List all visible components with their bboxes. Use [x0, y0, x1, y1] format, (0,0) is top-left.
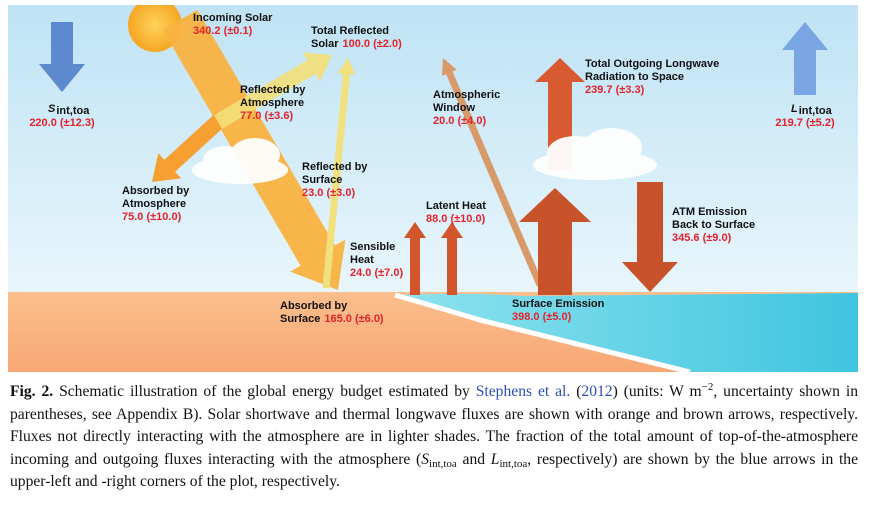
- cloud: [192, 128, 657, 184]
- caption-text: and: [456, 450, 491, 468]
- flux-value: 23.0 (±3.0): [302, 187, 355, 199]
- caption-text: , respectively) are shown by the blue ar…: [10, 450, 859, 491]
- superscript: −2: [701, 380, 714, 393]
- flux-label: Sensible: [350, 241, 395, 253]
- flux-arrow: [622, 182, 678, 292]
- caption-label: Fig. 2.: [10, 383, 54, 400]
- flux-label: Reflected by: [302, 161, 368, 173]
- flux-arrow: [404, 222, 426, 295]
- citation-link[interactable]: Stephens et al.: [475, 383, 571, 400]
- symbol: L: [490, 450, 500, 468]
- flux-label: Window: [433, 102, 475, 114]
- flux-label: Incoming Solar: [193, 12, 273, 24]
- flux-label: Latent Heat: [426, 200, 486, 212]
- flux-value: 100.0 (±2.0): [343, 38, 403, 50]
- sky: [8, 5, 858, 295]
- caption-text: Schematic illustration of the global ene…: [53, 383, 476, 400]
- flux-arrow: [535, 58, 585, 170]
- flux-label: Surface: [302, 174, 342, 186]
- flux-value: 77.0 (±3.6): [240, 110, 293, 122]
- flux-label: Back to Surface: [672, 219, 755, 231]
- shoreline: [394, 292, 691, 372]
- flux-label: Surface: [280, 313, 320, 325]
- flux-value: 20.0 (±4.0): [433, 115, 486, 127]
- flux-label: Total Reflected: [311, 25, 389, 37]
- flux-label: Reflected by: [240, 84, 306, 96]
- flux-arrow: [213, 52, 332, 129]
- flux-label: Radiation to Space: [585, 71, 684, 83]
- flux-label: ATM Emission: [672, 206, 747, 218]
- subscript: int,toa: [499, 457, 528, 470]
- flux-label: Surface Emission: [512, 298, 605, 310]
- ocean: [395, 293, 858, 372]
- corner-value: 219.7 (±5.2): [775, 117, 835, 129]
- flux-value: 75.0 (±10.0): [122, 211, 182, 223]
- flux-label: Absorbed by: [280, 300, 348, 312]
- flux-label: Atmospheric: [433, 89, 500, 101]
- flux-value: 345.6 (±9.0): [672, 232, 732, 244]
- corner-symbol: S: [48, 103, 56, 115]
- flux-value: 398.0 (±5.0): [512, 311, 572, 323]
- corner-subscript: int,toa: [56, 105, 90, 117]
- citation-link[interactable]: 2012: [581, 383, 613, 400]
- symbol: S: [421, 450, 430, 468]
- flux-label: Solar: [311, 38, 339, 50]
- flux-arrow: [519, 188, 591, 295]
- caption-text: (: [570, 383, 582, 400]
- flux-arrow: [782, 22, 828, 95]
- corner-value: 220.0 (±12.3): [29, 117, 95, 129]
- flux-label: Atmosphere: [240, 97, 304, 109]
- flux-label: Heat: [350, 254, 374, 266]
- flux-arrow: [322, 58, 356, 289]
- flux-value: 88.0 (±10.0): [426, 213, 486, 225]
- flux-arrow: [39, 22, 85, 92]
- flux-value: 165.0 (±6.0): [324, 313, 384, 325]
- caption-text: ) (units: W m: [612, 383, 702, 400]
- flux-value: 340.2 (±0.1): [193, 25, 253, 37]
- flux-label: Absorbed by: [122, 185, 190, 197]
- flux-value: 24.0 (±7.0): [350, 267, 403, 279]
- flux-arrow: [441, 58, 544, 287]
- flux-arrow: [441, 222, 463, 295]
- sun: [128, 5, 182, 52]
- caption-text: , uncertainty shown in parentheses, see …: [10, 383, 858, 468]
- flux-value: 239.7 (±3.3): [585, 84, 645, 96]
- caption: Fig. 2. Schematic illustration of the gl…: [10, 381, 858, 494]
- flux-label: Atmosphere: [122, 198, 186, 210]
- flux-arrow: [152, 112, 228, 182]
- corner-symbol: L: [791, 103, 798, 115]
- flux-label: Total Outgoing Longwave: [585, 58, 719, 70]
- subscript: int,toa: [429, 457, 457, 470]
- corner-subscript: int,toa: [799, 105, 833, 117]
